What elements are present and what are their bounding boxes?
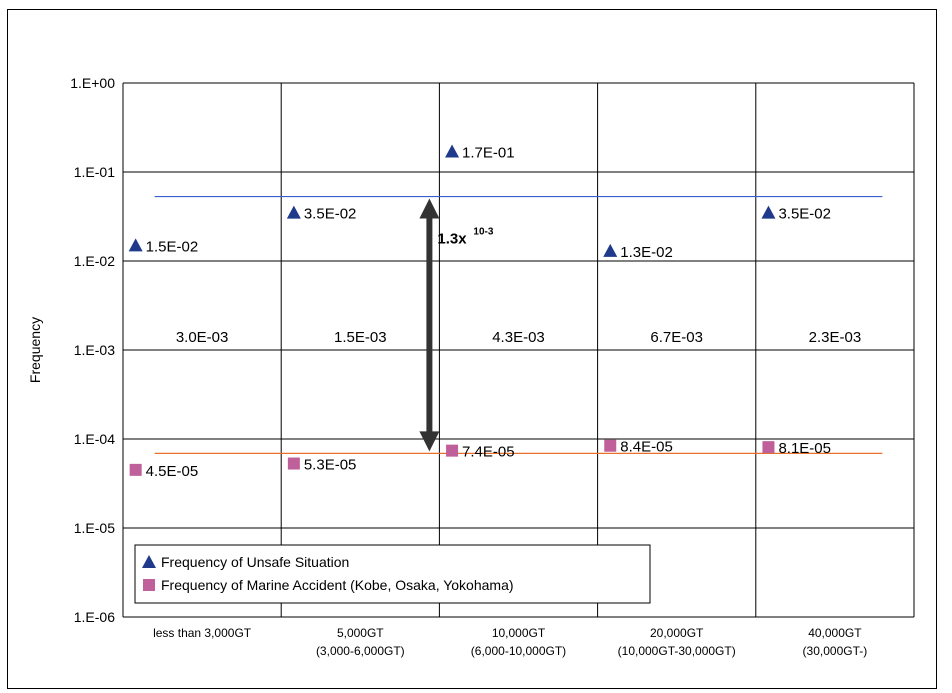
accident-marker bbox=[604, 439, 617, 452]
ratio-annotation-exponent: 10-3 bbox=[473, 226, 493, 237]
x-tick-label: 20,000GT bbox=[650, 626, 704, 640]
x-tick-label-sub: (3,000-6,000GT) bbox=[316, 644, 405, 658]
accident-data-label: 8.4E-05 bbox=[620, 439, 673, 456]
accident-marker bbox=[446, 444, 459, 457]
accident-marker bbox=[762, 441, 775, 454]
ratio-label: 4.3E-03 bbox=[492, 329, 545, 346]
x-tick-label: 10,000GT bbox=[492, 626, 546, 640]
accident-data-label: 4.5E-05 bbox=[146, 463, 199, 480]
unsafe-marker bbox=[445, 144, 460, 158]
y-tick-label: 1.E-06 bbox=[74, 609, 115, 625]
unsafe-data-label: 3.5E-02 bbox=[778, 206, 831, 223]
unsafe-marker bbox=[286, 205, 301, 219]
unsafe-data-label: 1.5E-02 bbox=[146, 238, 199, 255]
unsafe-marker bbox=[761, 205, 776, 219]
ratio-label: 6.7E-03 bbox=[650, 329, 703, 346]
x-tick-label-sub: (10,000GT-30,000GT) bbox=[618, 644, 736, 658]
y-axis-label: Frequency bbox=[27, 317, 43, 383]
accident-data-label: 8.1E-05 bbox=[778, 440, 831, 457]
x-tick-label-sub: (6,000-10,000GT) bbox=[471, 644, 566, 658]
legend-box bbox=[134, 544, 651, 604]
arrow-head-top bbox=[419, 198, 440, 219]
x-tick-label: 40,000GT bbox=[808, 626, 862, 640]
ratio-label: 2.3E-03 bbox=[809, 329, 862, 346]
ratio-label: 3.0E-03 bbox=[176, 329, 229, 346]
unsafe-data-label: 1.7E-01 bbox=[462, 144, 515, 161]
y-tick-label: 1.E-05 bbox=[74, 520, 115, 536]
accident-marker bbox=[287, 457, 300, 470]
accident-data-label: 7.4E-05 bbox=[462, 444, 515, 461]
accident-marker bbox=[129, 463, 142, 476]
accident-data-label: 5.3E-05 bbox=[304, 457, 357, 474]
y-tick-label: 1.E+00 bbox=[70, 75, 115, 91]
legend-marker-accident bbox=[143, 579, 155, 591]
x-tick-label-sub: (30,000GT-) bbox=[803, 644, 868, 658]
y-tick-label: 1.E-02 bbox=[74, 253, 115, 269]
unsafe-marker bbox=[128, 238, 143, 252]
y-tick-label: 1.E-04 bbox=[74, 431, 115, 447]
unsafe-marker bbox=[603, 243, 618, 257]
legend-marker-unsafe bbox=[142, 555, 156, 568]
y-tick-label: 1.E-01 bbox=[74, 164, 115, 180]
x-tick-label: less than 3,000GT bbox=[153, 626, 252, 640]
unsafe-data-label: 1.3E-02 bbox=[620, 244, 673, 261]
arrow-head-bottom bbox=[419, 431, 440, 452]
x-tick-label: 5,000GT bbox=[337, 626, 384, 640]
ratio-annotation-base: 1.3x bbox=[437, 230, 467, 247]
unsafe-data-label: 3.5E-02 bbox=[304, 206, 357, 223]
legend-label-accident: Frequency of Marine Accident (Kobe, Osak… bbox=[161, 577, 514, 593]
legend-label-unsafe: Frequency of Unsafe Situation bbox=[161, 554, 349, 570]
ratio-label: 1.5E-03 bbox=[334, 329, 387, 346]
y-tick-label: 1.E-03 bbox=[74, 342, 115, 358]
